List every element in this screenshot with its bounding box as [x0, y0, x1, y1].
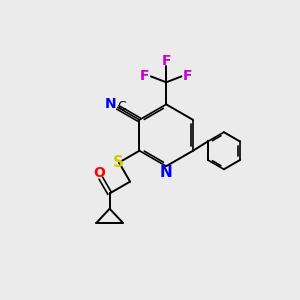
- Text: F: F: [183, 69, 192, 83]
- Text: N: N: [105, 97, 116, 111]
- Text: N: N: [160, 165, 172, 180]
- Text: O: O: [93, 166, 105, 180]
- Text: S: S: [112, 155, 124, 170]
- Text: F: F: [161, 54, 171, 68]
- Text: C: C: [117, 100, 126, 113]
- Text: F: F: [140, 69, 150, 83]
